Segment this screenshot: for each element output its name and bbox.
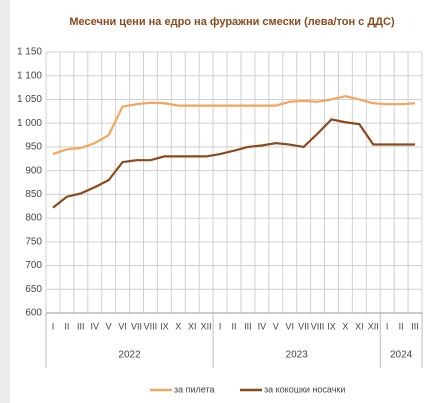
left-border [0, 0, 10, 403]
x-tick-label: IV [258, 321, 267, 331]
y-tick-label: 750 [25, 236, 42, 247]
x-tick-label: VI [285, 321, 294, 331]
x-tick-label: V [106, 321, 112, 331]
y-tick-label: 1 150 [17, 47, 42, 58]
x-tick-label: II [399, 321, 404, 331]
x-tick-label: XI [188, 321, 197, 331]
x-tick-label: III [244, 321, 252, 331]
series-line [52, 95, 416, 156]
x-tick-label: II [64, 321, 69, 331]
x-tick-label: XI [355, 321, 364, 331]
x-tick-label: X [175, 321, 181, 331]
x-tick-label: IV [90, 321, 99, 331]
x-tick-label: I [52, 321, 55, 331]
x-tick-label: XII [368, 321, 379, 331]
series-line [52, 118, 416, 209]
group-label: 2024 [390, 350, 413, 361]
x-tick-label: I [219, 321, 222, 331]
y-tick-label: 700 [25, 260, 42, 271]
x-tick-label: XII [201, 321, 212, 331]
x-tick-label: II [231, 321, 236, 331]
x-tick-label: VII [298, 321, 309, 331]
x-tick-label: IX [160, 321, 169, 331]
y-tick-label: 900 [25, 165, 42, 176]
y-tick-label: 650 [25, 284, 42, 295]
x-tick-label: I [386, 321, 389, 331]
legend-label: за пилета [174, 384, 215, 394]
legend-label: за кокошки носачки [264, 384, 345, 394]
x-tick-label: VI [118, 321, 127, 331]
x-tick-label: X [342, 321, 348, 331]
y-tick-label: 800 [25, 213, 42, 224]
chart-title: Месечни цени на едро на фуражни смески (… [69, 16, 395, 28]
y-tick-label: 950 [25, 142, 42, 153]
y-tick-label: 1 100 [17, 70, 42, 81]
x-tick-label: VIII [144, 321, 158, 331]
x-tick-label: VIII [311, 321, 325, 331]
x-tick-label: III [411, 321, 419, 331]
x-tick-label: VII [131, 321, 142, 331]
group-label: 2022 [118, 350, 141, 361]
y-tick-label: 1 050 [17, 94, 42, 105]
group-label: 2023 [286, 350, 309, 361]
x-tick-label: IX [327, 321, 336, 331]
x-tick-label: III [77, 321, 85, 331]
x-tick-label: V [273, 321, 279, 331]
y-tick-label: 600 [25, 308, 42, 319]
y-tick-label: 850 [25, 189, 42, 200]
y-tick-label: 1 000 [17, 118, 42, 129]
